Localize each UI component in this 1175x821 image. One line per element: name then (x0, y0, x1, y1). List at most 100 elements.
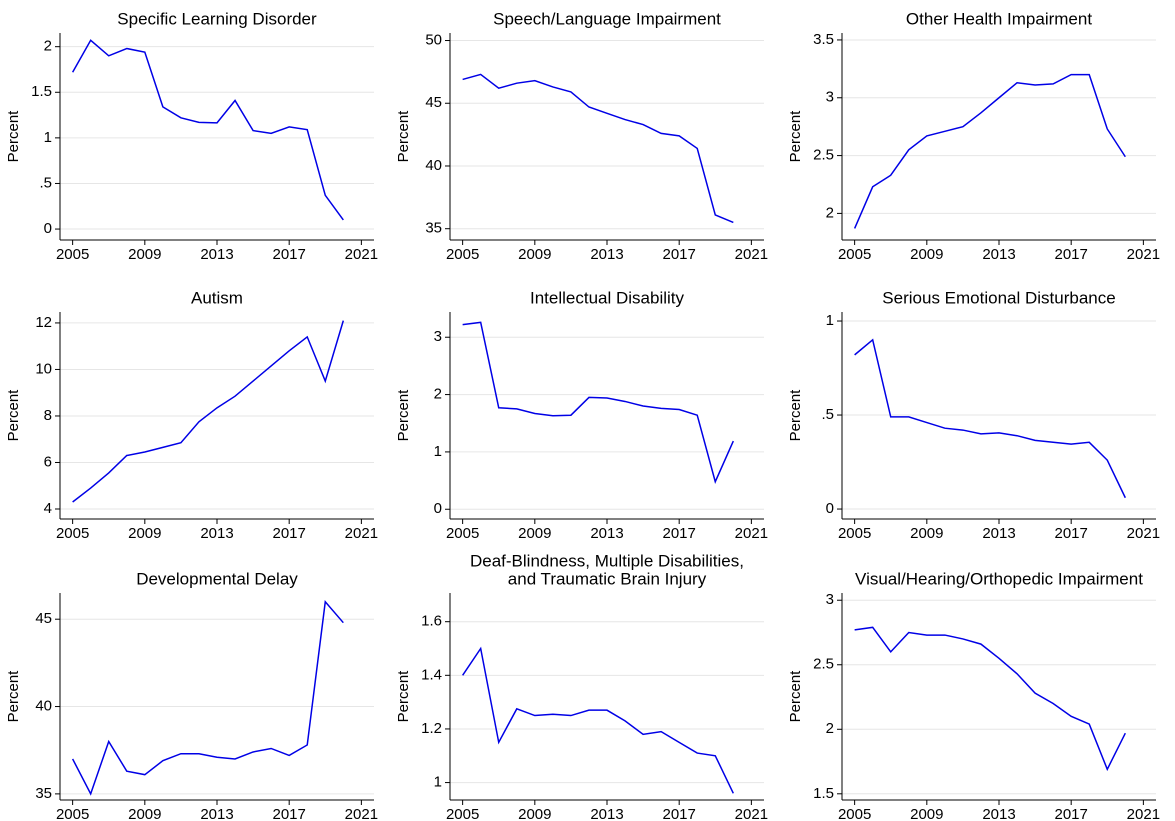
y-tick-label: 1 (826, 312, 834, 329)
x-tick-label: 2009 (128, 525, 161, 542)
y-tick-label: 4 (44, 500, 52, 517)
y-tick-label: 3 (826, 591, 834, 608)
data-line (462, 646, 734, 794)
x-tick-label: 2009 (518, 246, 551, 263)
x-tick-label: 2009 (128, 806, 161, 821)
data-line (854, 626, 1126, 772)
x-tick-label: 2005 (56, 246, 89, 263)
x-tick-label: 2017 (1054, 246, 1087, 263)
y-axis-label: Percent (5, 110, 22, 163)
x-tick-label: 2009 (128, 246, 161, 263)
y-axis-label: Percent (5, 389, 22, 442)
x-tick-label: 2017 (1054, 806, 1087, 821)
x-tick-label: 2017 (662, 806, 695, 821)
data-line (71, 599, 344, 796)
x-tick-label: 2009 (518, 525, 551, 542)
y-tick-label: 40 (425, 157, 442, 174)
x-tick-label: 2017 (1054, 525, 1087, 542)
x-tick-label: 2005 (446, 806, 479, 821)
y-tick-label: 1 (434, 774, 442, 791)
x-tick-label: 2017 (662, 525, 695, 542)
x-tick-label: 2013 (200, 525, 233, 542)
y-axis-label: Percent (5, 670, 22, 723)
x-tick-label: 2013 (590, 525, 623, 542)
x-tick-label: 2021 (735, 525, 768, 542)
data-line (72, 320, 345, 503)
chart-title: Intellectual Disability (530, 288, 685, 307)
x-tick-label: 2009 (518, 806, 551, 821)
x-tick-label: 2017 (272, 525, 305, 542)
chart-title: Developmental Delay (136, 569, 298, 588)
x-tick-label: 2013 (590, 246, 623, 263)
y-tick-label: 12 (35, 314, 52, 331)
x-tick-label: 2021 (345, 246, 378, 263)
x-tick-label: 2021 (345, 806, 378, 821)
x-tick-label: 2005 (838, 246, 871, 263)
x-tick-label: 2005 (56, 525, 89, 542)
y-tick-label: .5 (39, 174, 52, 191)
chart-title: Speech/Language Impairment (493, 9, 721, 28)
x-tick-label: 2013 (590, 806, 623, 821)
y-tick-label: 2 (434, 386, 442, 403)
y-tick-label: 3 (434, 328, 442, 345)
y-tick-label: 1.5 (813, 785, 834, 802)
y-tick-label: 1.5 (31, 83, 52, 100)
y-tick-label: 2 (826, 204, 834, 221)
chart-title: Other Health Impairment (906, 9, 1092, 28)
x-tick-label: 2013 (982, 525, 1015, 542)
chart-title: Specific Learning Disorder (117, 9, 317, 28)
x-tick-label: 2005 (56, 806, 89, 821)
x-tick-label: 2021 (735, 806, 768, 821)
x-tick-label: 2021 (345, 525, 378, 542)
y-tick-label: 45 (35, 610, 52, 627)
x-tick-label: 2021 (1127, 246, 1160, 263)
y-axis-label: Percent (787, 670, 804, 723)
y-tick-label: 35 (35, 785, 52, 802)
y-tick-label: 35 (425, 220, 442, 237)
y-tick-label: 0 (44, 220, 52, 237)
x-tick-label: 2021 (735, 246, 768, 263)
y-axis-label: Percent (787, 110, 804, 163)
x-tick-label: 2013 (982, 246, 1015, 263)
y-axis-label: Percent (395, 389, 412, 442)
x-tick-label: 2009 (910, 806, 943, 821)
x-tick-label: 2013 (200, 806, 233, 821)
y-tick-label: 2 (44, 38, 52, 55)
y-tick-label: 1.2 (421, 720, 442, 737)
data-line (462, 321, 735, 484)
x-tick-label: 2005 (838, 806, 871, 821)
x-tick-label: 2005 (838, 525, 871, 542)
y-tick-label: 1 (44, 129, 52, 146)
data-line (462, 73, 734, 224)
y-tick-label: 0 (826, 500, 834, 517)
x-tick-label: 2013 (200, 246, 233, 263)
y-tick-label: 0 (434, 500, 442, 517)
x-tick-label: 2005 (446, 525, 479, 542)
y-tick-label: 2 (826, 720, 834, 737)
x-tick-label: 2009 (910, 525, 943, 542)
y-tick-label: 45 (425, 94, 442, 111)
x-tick-label: 2009 (910, 246, 943, 263)
y-tick-label: 2.5 (813, 656, 834, 673)
y-tick-label: 1.6 (421, 613, 442, 630)
x-tick-label: 2013 (982, 806, 1015, 821)
y-axis-label: Percent (395, 110, 412, 163)
x-tick-label: 2017 (662, 246, 695, 263)
y-tick-label: 1.4 (421, 666, 442, 683)
chart-title: and Traumatic Brain Injury (508, 569, 707, 588)
data-line (854, 338, 1126, 499)
x-tick-label: 2017 (272, 246, 305, 263)
x-tick-label: 2005 (446, 246, 479, 263)
chart-title: Deaf-Blindness, Multiple Disabilities, (470, 551, 744, 570)
y-tick-label: 50 (425, 31, 442, 48)
y-tick-label: 10 (35, 360, 52, 377)
x-tick-label: 2021 (1127, 806, 1160, 821)
y-tick-label: 6 (44, 453, 52, 470)
y-tick-label: 3.5 (813, 31, 834, 48)
chart-title: Serious Emotional Disturbance (882, 288, 1115, 307)
y-tick-label: 3 (826, 89, 834, 106)
data-line (71, 39, 344, 221)
chart-title: Autism (191, 288, 243, 307)
x-tick-label: 2021 (1127, 525, 1160, 542)
